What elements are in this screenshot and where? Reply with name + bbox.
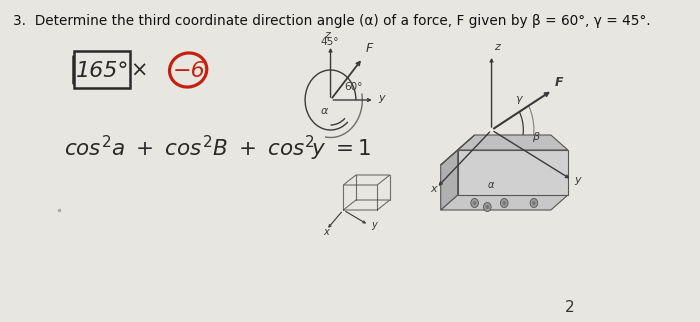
- Text: y: y: [378, 93, 384, 103]
- Text: γ: γ: [515, 94, 522, 104]
- Text: −6: −6: [173, 61, 205, 81]
- Text: β: β: [532, 132, 540, 142]
- Text: ×: ×: [130, 61, 148, 80]
- Circle shape: [471, 198, 478, 207]
- Polygon shape: [441, 150, 458, 210]
- Text: 3.  Determine the third coordinate direction angle (α) of a force, F given by β : 3. Determine the third coordinate direct…: [13, 14, 650, 28]
- Circle shape: [503, 201, 506, 205]
- Text: x: x: [430, 184, 438, 194]
- Text: α: α: [487, 180, 494, 190]
- Text: z: z: [324, 30, 330, 40]
- Text: 45°: 45°: [321, 37, 339, 47]
- Text: F: F: [555, 76, 564, 89]
- Circle shape: [486, 205, 489, 209]
- Text: 60°: 60°: [344, 82, 363, 92]
- Circle shape: [484, 203, 491, 212]
- Text: y: y: [575, 175, 581, 185]
- Text: y: y: [371, 220, 377, 230]
- Circle shape: [500, 198, 508, 207]
- Polygon shape: [458, 135, 568, 150]
- Polygon shape: [441, 195, 568, 210]
- Circle shape: [532, 201, 536, 205]
- Text: $\mathit{cos}^2\mathit{a}\ +\ \mathit{cos}^2\mathit{B}\ +\ \mathit{cos}^2\!\math: $\mathit{cos}^2\mathit{a}\ +\ \mathit{co…: [64, 133, 370, 163]
- Text: F: F: [366, 42, 373, 55]
- Polygon shape: [441, 135, 475, 165]
- Circle shape: [530, 198, 538, 207]
- Circle shape: [473, 201, 476, 205]
- Polygon shape: [458, 150, 568, 195]
- Text: 165°: 165°: [76, 61, 130, 80]
- Text: x: x: [323, 227, 330, 237]
- Text: z: z: [494, 42, 500, 52]
- Text: 2: 2: [565, 300, 574, 316]
- Text: α: α: [321, 106, 328, 116]
